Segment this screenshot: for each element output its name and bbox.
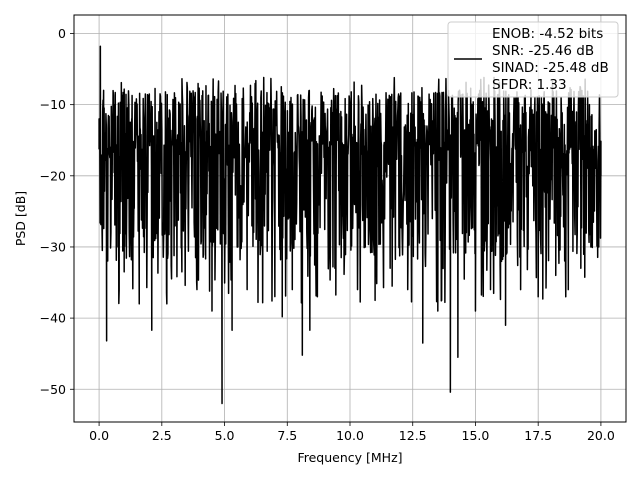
y-tick-label: −20: [40, 168, 66, 183]
y-tick-label: −40: [40, 311, 66, 326]
x-tick-label: 15.0: [462, 428, 490, 443]
legend: ENOB: -4.52 bits SNR: -25.46 dB SINAD: -…: [447, 21, 619, 98]
y-tick-label: −50: [40, 382, 66, 397]
legend-line-sfdr: SFDR: 1.33: [492, 77, 567, 93]
legend-box: [447, 21, 619, 98]
y-tick-label: 0: [58, 26, 66, 41]
plot-area: [98, 45, 602, 405]
x-tick-label: 10.0: [336, 428, 364, 443]
y-axis-label: PSD [dB]: [13, 191, 28, 246]
x-tick-label: 0.0: [89, 428, 109, 443]
legend-line-snr: SNR: -25.46 dB: [492, 43, 594, 59]
legend-line-enob: ENOB: -4.52 bits: [492, 26, 603, 42]
y-tick-label: −30: [40, 239, 66, 254]
x-tick-label: 7.5: [277, 428, 297, 443]
x-axis-label: Frequency [MHz]: [297, 450, 402, 465]
series-group: [98, 45, 602, 405]
x-tick-label: 12.5: [399, 428, 427, 443]
psd-series-line: [98, 45, 602, 405]
x-tick-label: 2.5: [152, 428, 172, 443]
x-tick-label: 5.0: [215, 428, 235, 443]
x-tick-label: 17.5: [524, 428, 552, 443]
x-tick-label: 20.0: [587, 428, 615, 443]
legend-line-sinad: SINAD: -25.48 dB: [492, 60, 609, 76]
y-tick-label: −10: [40, 97, 66, 112]
x-axis-ticks: 0.0 2.5 5.0 7.5 10.0 12.5 15.0 17.5 20.0: [89, 422, 615, 443]
y-axis-ticks: 0 −10 −20 −30 −40 −50: [40, 26, 74, 397]
